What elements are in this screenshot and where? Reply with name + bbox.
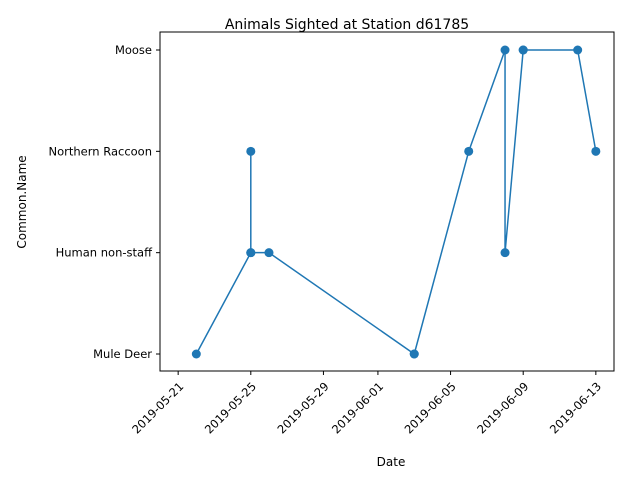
y-tick-label: Human non-staff (56, 246, 153, 260)
y-tick-label: Northern Raccoon (49, 144, 153, 158)
data-point (191, 349, 201, 359)
data-point (409, 349, 419, 359)
axes-frame (159, 31, 615, 372)
data-point (500, 248, 510, 258)
data-point (246, 248, 256, 258)
y-tick-label: Moose (115, 43, 152, 57)
chart-title: Animals Sighted at Station d61785 (225, 17, 469, 33)
x-axis-label: Date (377, 455, 406, 469)
data-point (591, 146, 601, 156)
y-axis-label: Common.Name (15, 155, 29, 248)
data-point (518, 45, 528, 55)
y-tick-label: Mule Deer (93, 347, 152, 361)
data-point (500, 45, 510, 55)
data-point (573, 45, 583, 55)
data-point (246, 146, 256, 156)
series-line (195, 49, 597, 355)
data-point (464, 146, 474, 156)
data-point (264, 248, 274, 258)
